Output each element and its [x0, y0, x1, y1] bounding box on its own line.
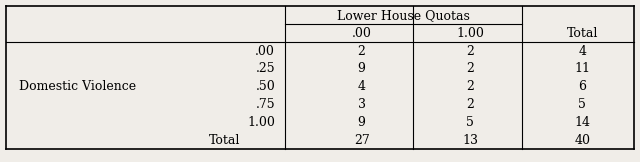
Text: 40: 40: [575, 134, 590, 147]
Text: 2: 2: [467, 62, 474, 75]
Text: 2: 2: [467, 80, 474, 93]
Text: Total: Total: [209, 134, 240, 147]
Text: .25: .25: [255, 62, 275, 75]
Text: 14: 14: [575, 116, 590, 129]
Text: 2: 2: [467, 98, 474, 111]
Text: 11: 11: [575, 62, 590, 75]
Text: 6: 6: [579, 80, 586, 93]
Text: 2: 2: [467, 45, 474, 58]
Text: 1.00: 1.00: [456, 27, 484, 40]
Text: .00: .00: [255, 45, 275, 58]
Text: 4: 4: [358, 80, 365, 93]
Text: 2: 2: [358, 45, 365, 58]
Text: Domestic Violence: Domestic Violence: [19, 80, 136, 93]
Text: 5: 5: [579, 98, 586, 111]
Text: 9: 9: [358, 116, 365, 129]
Text: .50: .50: [255, 80, 275, 93]
Text: 27: 27: [354, 134, 369, 147]
Text: Lower House Quotas: Lower House Quotas: [337, 9, 470, 22]
Text: 4: 4: [579, 45, 586, 58]
Text: 9: 9: [358, 62, 365, 75]
Text: .75: .75: [255, 98, 275, 111]
Text: Total: Total: [566, 27, 598, 40]
Text: 5: 5: [467, 116, 474, 129]
Text: 3: 3: [358, 98, 365, 111]
Text: 1.00: 1.00: [247, 116, 275, 129]
Text: .00: .00: [351, 27, 372, 40]
Text: 13: 13: [462, 134, 479, 147]
